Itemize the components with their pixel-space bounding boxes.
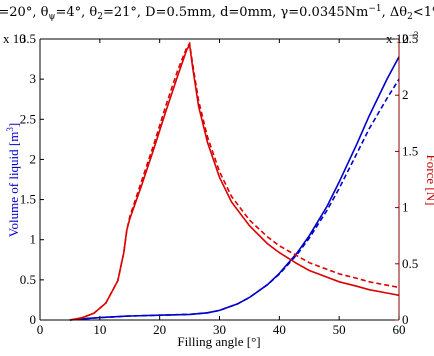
y-left-tick-label: 0 — [30, 312, 37, 327]
series-force-dashed-line — [69, 41, 400, 321]
y-left-tick-label: 0.5 — [20, 272, 36, 287]
plot-area — [39, 38, 400, 321]
x-tick-label: 40 — [273, 322, 286, 337]
y-left-axis-label: Volume of liquid [m3] — [5, 123, 21, 237]
x-tick-label: 20 — [153, 322, 166, 337]
y-right-exponent-label: x 10−3 — [386, 30, 419, 46]
plot-background — [40, 39, 399, 320]
y-right-tick-label: 0 — [402, 312, 409, 327]
series-layer — [69, 41, 400, 321]
y-right-axis-label: Force [N] — [424, 155, 434, 206]
x-tick-label: 50 — [333, 322, 346, 337]
series-volume-dashed-line — [69, 78, 400, 321]
y-right-tick-label: 2.5 — [402, 31, 418, 46]
y-right-tick-label: 1 — [402, 200, 409, 215]
y-left-tick-label: 2 — [30, 151, 37, 166]
y-right-axis-ticks: 0 0.5 1 1.5 2 2.5 — [395, 31, 418, 327]
y-right-tick-label: 0.5 — [402, 256, 418, 271]
y-left-exponent-label: x 10 — [3, 31, 26, 46]
y-left-axis-ticks: 0 0.5 1 1.5 2 2.5 3 3.5 — [20, 31, 44, 327]
y-left-tick-label: 2.5 — [20, 111, 36, 126]
x-tick-label: 0 — [37, 322, 44, 337]
y-left-tick-label: 1 — [30, 232, 37, 247]
y-left-tick-label: 3.5 — [20, 31, 36, 46]
y-right-tick-label: 2 — [402, 87, 409, 102]
x-tick-label: 30 — [213, 322, 226, 337]
x-tick-label: 60 — [393, 322, 406, 337]
y-left-tick-label: 1.5 — [20, 192, 36, 207]
y-left-tick-label: 3 — [30, 71, 37, 86]
y-right-tick-label: 1.5 — [402, 143, 418, 158]
x-tick-label: 10 — [93, 322, 106, 337]
x-axis-ticks: 0 10 20 30 40 50 60 — [37, 39, 406, 337]
x-axis-label: Filling angle [°] — [177, 334, 260, 349]
chart-title: α=20°, θψ=4°, θ2=21°, D=0.5mm, d=0mm, γ=… — [0, 4, 434, 22]
